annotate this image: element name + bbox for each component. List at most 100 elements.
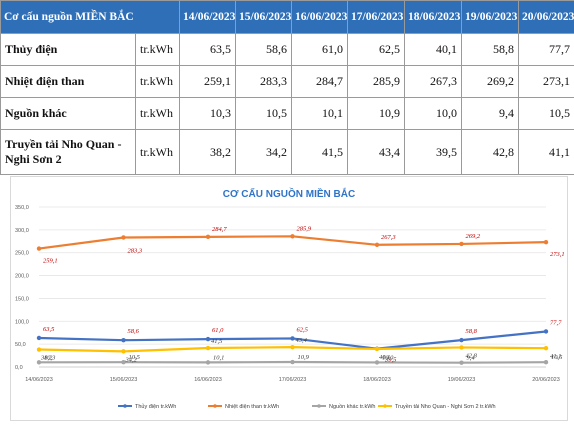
- data-label: 40,1: [379, 354, 390, 361]
- data-label: 283,3: [128, 247, 143, 254]
- table-cell: 10,0: [404, 97, 463, 130]
- legend-label: Nguồn khác tr.kWh: [329, 404, 375, 410]
- table-cell: 58,6: [235, 33, 293, 66]
- table-cell: 10,1: [291, 97, 349, 130]
- data-label: 9,4: [467, 355, 476, 362]
- table-cell: 285,9: [347, 65, 406, 98]
- data-label: 38,2: [40, 355, 53, 362]
- table-cell: 34,2: [235, 129, 293, 175]
- table-header-date: 19/06/2023: [461, 0, 520, 34]
- data-point: [121, 338, 126, 343]
- x-tick-label: 15/06/2023: [110, 377, 138, 383]
- table-cell: 77,7: [518, 33, 574, 66]
- data-label: 284,7: [212, 226, 227, 233]
- data-point: [290, 344, 295, 350]
- data-point: [543, 329, 549, 334]
- data-label: 273,1: [550, 251, 565, 258]
- row-unit: tr.kWh: [134, 97, 181, 130]
- data-point: [121, 349, 126, 354]
- data-point: [205, 234, 211, 240]
- data-label: 10,9: [298, 354, 310, 361]
- table-header-date: 15/06/2023: [235, 0, 293, 34]
- x-tick-label: 20/06/2023: [532, 377, 560, 383]
- data-point: [290, 234, 295, 239]
- data-label: 34,2: [125, 356, 138, 363]
- table-cell: 10,3: [179, 97, 237, 130]
- row-label: Thủy điện: [0, 33, 136, 66]
- table-cell: 41,1: [518, 129, 574, 175]
- y-tick-label: 350,0: [15, 205, 29, 211]
- y-tick-label: 250,0: [15, 251, 29, 257]
- table-header-title: Cơ cấu nguồn MIỀN BẮC: [0, 0, 181, 34]
- data-point: [374, 346, 380, 352]
- data-label: 58,6: [128, 328, 140, 335]
- data-label: 10,3: [44, 354, 56, 361]
- data-point: [121, 235, 126, 240]
- y-tick-label: 0,0: [15, 365, 23, 371]
- data-label: 10,5: [129, 354, 141, 361]
- data-label: 58,8: [466, 328, 478, 335]
- x-tick-label: 14/06/2023: [25, 377, 53, 383]
- legend-marker: [123, 404, 127, 408]
- row-label: Nguồn khác: [0, 97, 136, 130]
- row-unit: tr.kWh: [134, 129, 181, 175]
- data-point: [36, 360, 42, 365]
- table-cell: 9,4: [461, 97, 520, 130]
- table-header-date: 18/06/2023: [404, 0, 463, 34]
- x-tick-label: 16/06/2023: [194, 377, 222, 383]
- data-label: 10,5: [551, 354, 563, 361]
- data-label: 267,3: [381, 234, 396, 241]
- row-unit: tr.kWh: [134, 65, 181, 98]
- table-header-date: 16/06/2023: [291, 0, 349, 34]
- data-point: [36, 335, 42, 341]
- data-point: [205, 360, 211, 365]
- table-cell: 284,7: [291, 65, 349, 98]
- line-chart: CƠ CẤU NGUỒN MIỀN BẮC 0,0 50,0 100,0 150,0 2…: [15, 187, 565, 410]
- y-tick-label: 50,0: [15, 342, 26, 348]
- data-label: 41,1: [550, 353, 561, 360]
- data-point: [205, 336, 211, 342]
- legend-marker: [383, 404, 387, 408]
- table-row: Nguồn khác tr.kWh 10,3 10,5 10,1 10,9 10…: [0, 97, 574, 130]
- table-cell: 10,5: [518, 97, 574, 130]
- data-label: 39,5: [384, 357, 397, 364]
- legend-label: Truyền tải Nho Quan - Nghi Sơn 2 tr.kWh: [395, 404, 496, 410]
- data-label: 10,1: [213, 354, 224, 361]
- row-label: Nhiệt điện than: [0, 65, 136, 98]
- data-label: 10,0: [382, 354, 394, 361]
- data-label: 285,9: [297, 225, 312, 232]
- table-cell: 38,2: [179, 129, 237, 175]
- table-cell: 39,5: [404, 129, 463, 175]
- x-tick-label: 17/06/2023: [279, 377, 307, 383]
- data-label: 259,1: [43, 258, 58, 265]
- y-tick-label: 200,0: [15, 274, 29, 280]
- data-point: [374, 360, 380, 365]
- data-label: 61,0: [212, 327, 224, 334]
- table-row: Thủy điện tr.kWh 63,5 58,6 61,0 62,5 40,…: [0, 33, 574, 66]
- y-tick-label: 300,0: [15, 228, 29, 234]
- table-row: Nhiệt điện than tr.kWh 259,1 283,3 284,7…: [0, 65, 574, 98]
- legend-marker: [213, 404, 217, 408]
- data-point: [459, 360, 464, 365]
- data-point: [459, 345, 464, 350]
- legend-marker: [317, 404, 321, 408]
- table-cell: 259,1: [179, 65, 237, 98]
- table-cell: 62,5: [347, 33, 406, 66]
- row-label: Truyền tải Nho Quan - Nghi Sơn 2: [0, 129, 136, 175]
- data-label: 62,5: [297, 326, 309, 333]
- table-cell: 40,1: [404, 33, 463, 66]
- data-point: [543, 239, 549, 245]
- data-point: [290, 336, 295, 341]
- table-cell: 58,8: [461, 33, 520, 66]
- table-cell: 42,8: [461, 129, 520, 175]
- data-label: 41,5: [211, 338, 223, 345]
- power-structure-table: Cơ cấu nguồn MIỀN BẮC 14/06/2023 15/06/2…: [0, 0, 574, 175]
- table-cell: 269,2: [461, 65, 520, 98]
- data-label: 42,8: [466, 352, 478, 359]
- table-cell: 10,9: [347, 97, 406, 130]
- data-point: [459, 241, 464, 247]
- y-tick-label: 150,0: [15, 296, 29, 302]
- data-point: [121, 360, 126, 365]
- data-label: 269,2: [466, 233, 481, 240]
- table-cell: 43,4: [347, 129, 406, 175]
